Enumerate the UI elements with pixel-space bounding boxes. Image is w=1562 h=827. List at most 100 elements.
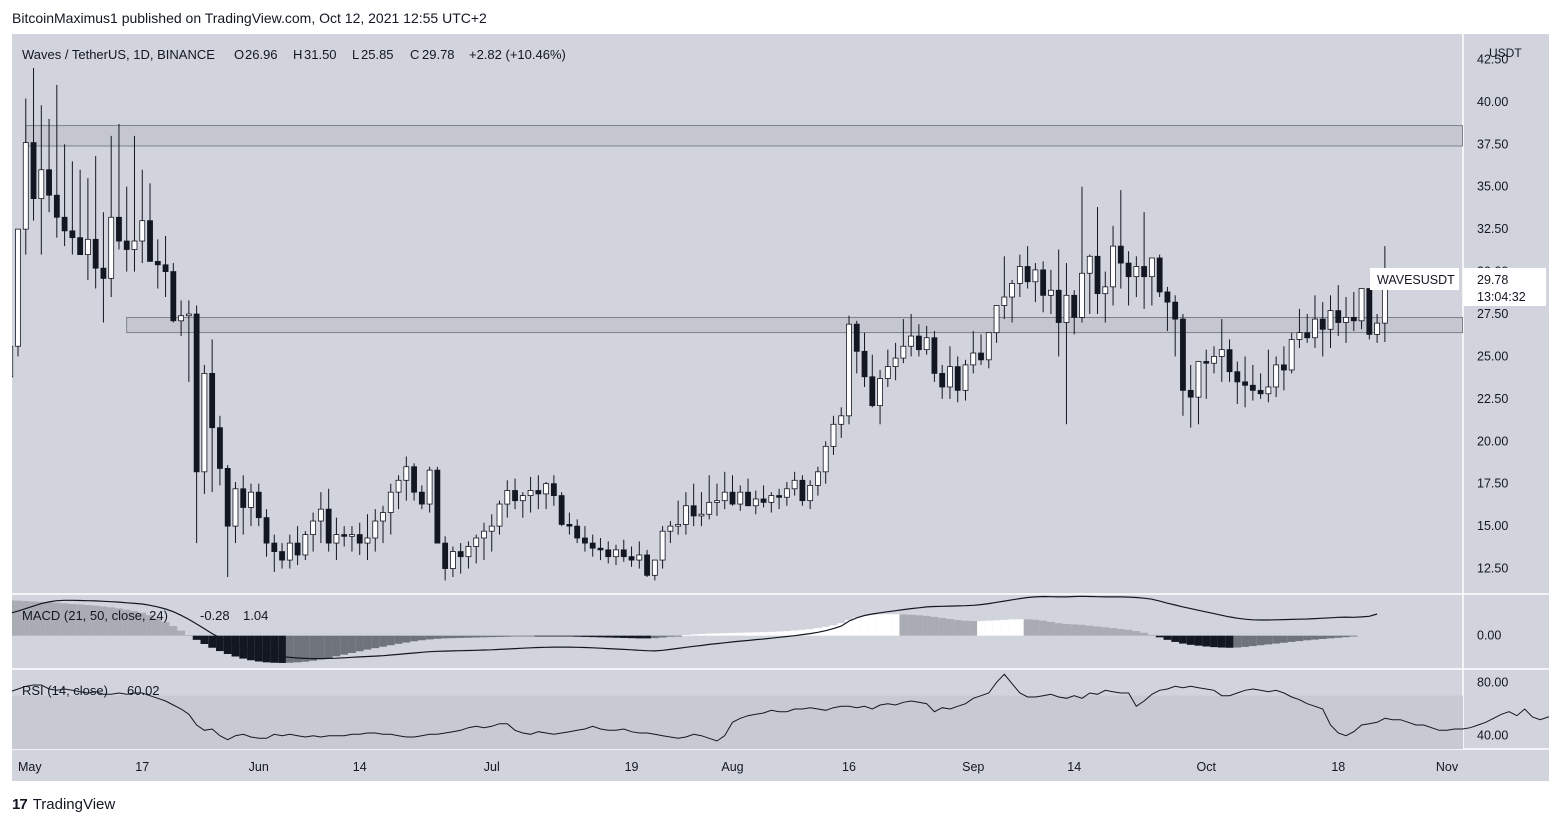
candle-down [620, 549, 627, 558]
candle-down [1226, 349, 1233, 373]
macd-histogram-bar [922, 615, 931, 636]
macd-histogram-bar [1248, 635, 1257, 647]
candle-down [263, 517, 270, 544]
candle-down [566, 524, 573, 527]
x-tick-label: 16 [842, 760, 856, 774]
macd-histogram-bar [1186, 635, 1195, 645]
candle-down [1187, 389, 1194, 398]
macd-histogram-bar [348, 635, 356, 653]
candle-up [108, 216, 115, 279]
candle-up [286, 542, 293, 561]
macd-histogram-bar [1070, 624, 1079, 636]
macd-histogram-bar [713, 633, 721, 636]
price-tag-symbol: WAVESUSDT [1377, 273, 1455, 287]
macd-histogram-bar [612, 635, 620, 638]
macd-histogram-bar [720, 633, 729, 636]
x-tick-label: May [18, 760, 42, 774]
candle-up [683, 505, 689, 525]
macd-histogram-bar [84, 605, 92, 636]
candle-up [791, 479, 798, 490]
chart-area[interactable]: 12.5015.0017.5020.0022.5025.0027.5030.00… [12, 34, 1549, 781]
macd-histogram-bar [441, 635, 450, 639]
macd-histogram-bar [581, 635, 589, 637]
candle-down [418, 491, 425, 505]
resistance-zone [25, 125, 1463, 147]
macd-histogram-bar [604, 635, 613, 638]
macd-histogram-bar [270, 635, 279, 663]
macd-histogram-bar [619, 635, 628, 638]
x-tick-label: Jun [249, 760, 269, 774]
macd-histogram-bar [433, 635, 442, 639]
candle-up [84, 238, 91, 256]
tradingview-logo-icon: 17 [12, 796, 28, 813]
candle-down [46, 169, 52, 196]
candle-up [1374, 322, 1381, 335]
chart-svg[interactable]: 12.5015.0017.5020.0022.5025.0027.5030.00… [12, 34, 1549, 781]
macd-histogram-bar [790, 630, 799, 636]
resistance-zone [126, 316, 1463, 334]
y-tick-label: 22.50 [1477, 392, 1508, 406]
candle-up [22, 142, 29, 230]
candle-down [605, 549, 612, 558]
macd-histogram-bar [759, 632, 768, 636]
y-tick-label: 25.00 [1477, 349, 1508, 363]
macd-histogram-bar [324, 635, 333, 658]
candle-up [877, 378, 883, 407]
candle-up [364, 537, 371, 544]
macd-legend-v1: -0.28 [200, 608, 230, 623]
candle-down [535, 490, 542, 495]
macd-histogram-bar [1256, 635, 1265, 646]
macd-histogram-bar [697, 634, 706, 636]
candle-up [807, 484, 814, 502]
candle-up [1086, 255, 1093, 274]
candle-up [838, 415, 845, 425]
candle-up [1327, 310, 1334, 330]
candle-up [488, 525, 495, 532]
macd-histogram-bar [1179, 635, 1187, 644]
macd-histogram-bar [363, 635, 372, 650]
macd-histogram-bar [860, 615, 869, 636]
x-tick-label: Jul [484, 760, 500, 774]
macd-histogram-bar [130, 611, 139, 636]
rsi-panel [12, 673, 1549, 749]
macd-legend-label: MACD (21, 50, close, 24) [22, 608, 168, 623]
macd-y-tick-label: 0.00 [1477, 629, 1501, 643]
macd-histogram-bar [518, 635, 527, 637]
legend-h-label: H [293, 47, 302, 62]
candle-down [240, 488, 247, 508]
candle-up [387, 491, 394, 513]
candle-up [38, 169, 45, 200]
macd-histogram-bar [1233, 635, 1242, 648]
macd-histogram-bar [425, 635, 434, 640]
candle-down [1234, 371, 1241, 383]
candle-down [224, 468, 231, 527]
x-tick-label: Sep [962, 760, 984, 774]
macd-histogram-bar [417, 635, 426, 641]
candle-up [481, 530, 487, 539]
macd-histogram-bar [549, 635, 558, 637]
macd-histogram-bar [107, 607, 116, 636]
macd-histogram-bar [705, 633, 714, 636]
macd-histogram-bar [899, 614, 908, 636]
candle-up [970, 352, 977, 366]
candle-up [1063, 294, 1070, 323]
macd-histogram-bar [782, 631, 791, 636]
candle-up [1273, 364, 1280, 388]
candle-up [1195, 361, 1202, 398]
candle-up [543, 483, 550, 495]
macd-histogram-bar [293, 635, 302, 663]
candle-down [434, 469, 441, 544]
legend-l-label: L [352, 47, 359, 62]
footer-brand[interactable]: 17 TradingView [12, 796, 115, 813]
candle-down [1242, 381, 1248, 386]
macd-histogram-bar [1342, 635, 1350, 638]
candle-up [310, 520, 317, 536]
candle-down [356, 534, 363, 544]
macd-histogram-bar [635, 635, 644, 639]
macd-histogram-bar [1334, 635, 1343, 638]
candle-down [931, 337, 938, 374]
macd-histogram-bar [682, 635, 690, 636]
candle-down [170, 271, 177, 322]
candle-down [1335, 310, 1342, 323]
candle-up [527, 490, 534, 496]
